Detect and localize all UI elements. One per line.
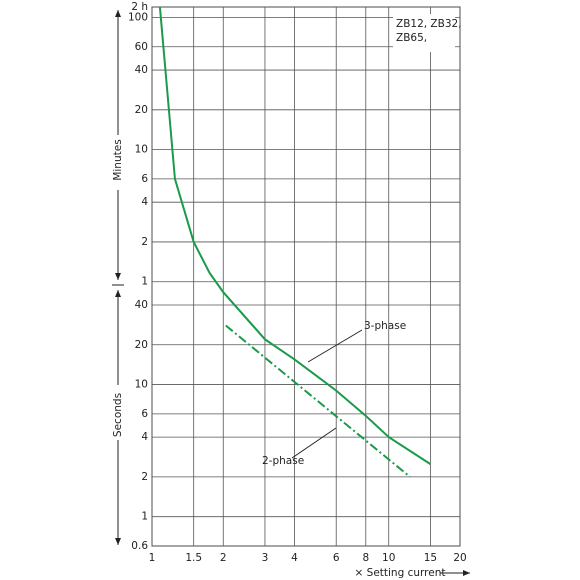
series-line bbox=[158, 6, 431, 465]
y-tick-label: 20 bbox=[135, 339, 148, 351]
plot-frame bbox=[151, 6, 461, 547]
leader bbox=[291, 427, 337, 459]
x-tick-label: 3 bbox=[262, 552, 269, 564]
y-tick-label: 10 bbox=[135, 379, 148, 391]
note-box bbox=[393, 14, 455, 52]
x-tick-label: 2 bbox=[220, 552, 227, 564]
y-label-minutes: Minutes bbox=[112, 139, 124, 180]
x-tick-label: 4 bbox=[291, 552, 298, 564]
x-tick-label: 8 bbox=[362, 552, 369, 564]
y-tick-label: 10 bbox=[135, 144, 148, 156]
y-tick-label: 0.6 bbox=[131, 540, 148, 552]
note: ZB12, ZB32, bbox=[396, 18, 462, 30]
series-name: 2-phase bbox=[262, 455, 304, 467]
series-line bbox=[225, 324, 411, 478]
y-tick-label: 2 bbox=[141, 471, 148, 483]
leader bbox=[307, 329, 363, 363]
y-tick-label: 40 bbox=[135, 64, 148, 76]
y-tick-label: 40 bbox=[135, 299, 148, 311]
y-tick-label: 2 h bbox=[131, 1, 148, 13]
x-tick-label: 1 bbox=[149, 552, 156, 564]
y-tick-label: 1 bbox=[141, 276, 148, 288]
y-tick-label: 100 bbox=[128, 11, 148, 23]
series-name: 3-phase bbox=[364, 320, 406, 332]
x-tick-label: 6 bbox=[333, 552, 340, 564]
y-tick-label: 6 bbox=[141, 408, 148, 420]
y-tick-label: 20 bbox=[135, 104, 148, 116]
x-tick-label: 15 bbox=[424, 552, 437, 564]
y-tick-label: 1 bbox=[141, 511, 148, 523]
y-tick-label: 2 bbox=[141, 236, 148, 248]
y-tick-label: 60 bbox=[135, 41, 148, 53]
x-tick-label: 1.5 bbox=[185, 552, 202, 564]
x-tick-label: 20 bbox=[453, 552, 466, 564]
y-tick-label: 4 bbox=[141, 196, 148, 208]
x-tick-label: 10 bbox=[382, 552, 395, 564]
y-tick-label: 4 bbox=[141, 431, 148, 443]
note: ZB65, bbox=[396, 32, 427, 44]
y-label-seconds: Seconds bbox=[112, 393, 124, 437]
x-label: × Setting current bbox=[355, 567, 446, 579]
y-tick-label: 6 bbox=[141, 173, 148, 185]
